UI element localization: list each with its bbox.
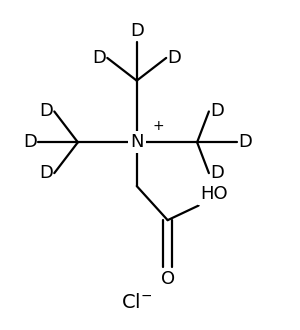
Text: D: D	[39, 103, 53, 120]
Text: +: +	[153, 119, 165, 133]
Text: O: O	[160, 271, 175, 288]
Text: D: D	[210, 103, 224, 120]
Text: Cl$^{-}$: Cl$^{-}$	[121, 293, 152, 313]
Text: D: D	[168, 49, 182, 67]
Text: N: N	[130, 133, 143, 151]
Text: D: D	[23, 133, 37, 151]
Text: D: D	[39, 164, 53, 182]
Text: HO: HO	[200, 185, 228, 203]
Text: D: D	[238, 133, 252, 151]
Text: D: D	[130, 22, 144, 40]
Text: D: D	[92, 49, 106, 67]
Text: D: D	[210, 164, 224, 182]
